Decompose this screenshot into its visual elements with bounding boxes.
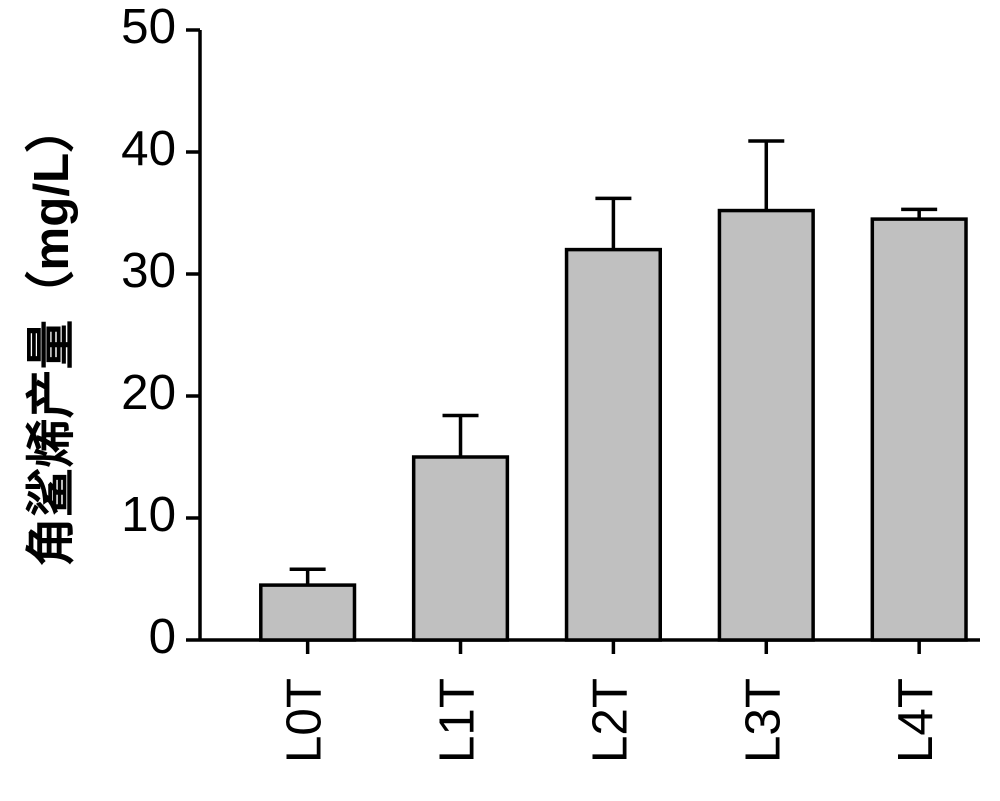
bar xyxy=(567,250,661,640)
y-tick-label: 50 xyxy=(121,0,176,54)
chart-container: 0 10 20 30 40 50 角鲨烯产量（mg/L） L0T L1T L2T L3T L4T xyxy=(0,0,1000,801)
y-tick-label: 20 xyxy=(121,365,176,420)
bar xyxy=(414,457,508,640)
y-tick-label: 30 xyxy=(121,243,176,298)
bar xyxy=(872,219,966,640)
y-tick-label: 40 xyxy=(121,121,176,176)
bar-chart: 0 10 20 30 40 50 角鲨烯产量（mg/L） L0T L1T L2T L3T L4T xyxy=(0,0,1000,801)
x-tick-label: L0T xyxy=(277,678,332,763)
x-tick-label: L3T xyxy=(735,678,790,763)
x-tick-label: L2T xyxy=(582,678,637,763)
y-tick-label: 0 xyxy=(149,609,176,664)
bar xyxy=(719,211,813,640)
x-tick-label: L4T xyxy=(888,678,943,763)
bar xyxy=(261,585,355,640)
x-tick-label: L1T xyxy=(430,678,485,763)
y-axis-label: 角鲨烯产量（mg/L） xyxy=(24,104,79,567)
y-tick-label: 10 xyxy=(121,487,176,542)
